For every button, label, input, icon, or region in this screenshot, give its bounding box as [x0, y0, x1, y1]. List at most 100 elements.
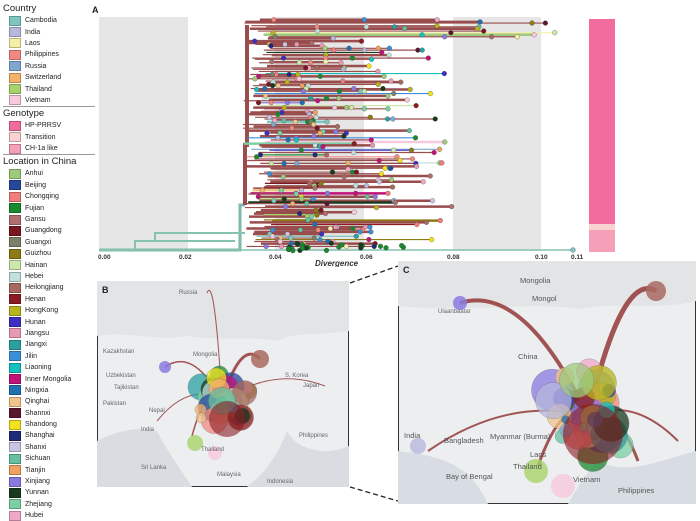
tree-tip	[336, 88, 342, 94]
tree-tip	[382, 165, 388, 171]
tree-tip	[317, 73, 323, 79]
legend-swatch	[9, 385, 21, 396]
legend-label: Jiangxi	[25, 341, 47, 349]
location-legend-item: Zhejiang	[3, 499, 95, 510]
tree-tip	[281, 55, 287, 61]
tree-tip	[353, 183, 359, 189]
tree-tip	[436, 146, 443, 152]
location-bubble	[551, 474, 575, 498]
tree-tip	[266, 114, 273, 120]
location-legend-item: Tianjin	[3, 464, 95, 476]
legend-swatch	[9, 419, 21, 430]
tree-tip	[349, 55, 355, 61]
map-label: Ulaanbaatar	[438, 309, 471, 315]
legend-label: Qinghai	[25, 398, 50, 406]
tree-tip	[312, 142, 318, 148]
tree-tip	[323, 59, 329, 65]
tree-tip	[432, 116, 438, 122]
tree-tip	[254, 154, 260, 160]
tree-tip	[284, 231, 291, 237]
location-legend-item: Liaoning	[3, 362, 95, 373]
tree-tip	[448, 30, 454, 36]
tree-tips	[252, 17, 576, 254]
country-legend-item: Laos	[3, 38, 95, 49]
tree-tip	[319, 231, 325, 237]
legend-swatch	[9, 317, 21, 328]
tree-tip	[294, 240, 300, 247]
legend-label: Inner Mongolia	[25, 375, 72, 383]
location-bubble	[208, 446, 222, 460]
tree-tip	[269, 71, 275, 78]
legend-swatch	[9, 351, 21, 362]
tree-tip	[284, 100, 290, 106]
tree-tip	[366, 63, 372, 69]
legend-swatch	[9, 38, 21, 49]
genotype-bar	[589, 19, 615, 252]
map-label: China	[518, 352, 538, 361]
legend-label: Guangdong	[25, 227, 62, 235]
map-label: Tajikistan	[114, 385, 139, 391]
tree-tip	[429, 198, 436, 204]
location-legend-item: Shanxi	[3, 442, 95, 453]
legend-swatch	[9, 487, 21, 498]
location-legend-item: Chongqing	[3, 191, 95, 202]
legend-swatch	[9, 339, 21, 350]
location-legend-item: Jilin	[3, 351, 95, 362]
tree-tip	[406, 128, 412, 134]
tree-tip	[363, 183, 370, 189]
tree-tip	[281, 105, 287, 111]
tree-tip	[339, 242, 345, 248]
tree-tip	[391, 91, 397, 97]
legend-swatch	[9, 282, 21, 293]
tree-tip	[414, 163, 420, 169]
tree-tip	[269, 233, 276, 239]
tree-tip	[270, 83, 276, 89]
tree-tip	[336, 95, 342, 101]
location-legend-item: Hunan	[3, 316, 95, 328]
legend-swatch	[9, 203, 21, 214]
legend-label: CH-1a like	[25, 145, 58, 153]
legend-label: HP-PRRSV	[25, 122, 62, 130]
map-label: India	[404, 431, 421, 440]
location-bubble	[453, 296, 467, 310]
legend-swatch	[9, 396, 21, 407]
tree-tip	[388, 165, 394, 171]
tree-tip	[398, 79, 404, 85]
map-c-sea-west	[398, 451, 488, 504]
legend-label: Liaoning	[25, 364, 52, 372]
tree-tip	[268, 43, 274, 49]
tree-tip	[442, 139, 448, 145]
tree-tip	[481, 28, 487, 34]
tree-tip	[351, 141, 357, 147]
legend-label: Hunan	[25, 318, 46, 326]
tree-tip	[324, 119, 330, 125]
tree-tip	[305, 217, 311, 223]
tree-tip	[385, 116, 391, 122]
tree-tip	[256, 73, 262, 79]
legend-label: Heilongjiang	[25, 284, 64, 292]
tree-tip	[254, 86, 260, 93]
connector-line	[349, 265, 399, 284]
tree-tip	[441, 71, 447, 77]
tree-tip	[378, 171, 384, 177]
country-legend-item: Thailand	[3, 83, 95, 95]
tree-tip	[388, 78, 394, 84]
tree-tip	[341, 174, 347, 180]
tree-tip	[333, 224, 339, 230]
tree-tip	[282, 41, 288, 47]
legend-label: Hebei	[25, 273, 44, 280]
legend-label: HongKong	[25, 307, 59, 315]
tick-label: 0.11	[571, 254, 584, 261]
tree-tip	[420, 179, 426, 185]
legend-label: Beijing	[25, 181, 47, 189]
map-b-sea-west	[97, 429, 192, 487]
location-bubble	[251, 350, 269, 368]
tree-tip	[375, 81, 381, 87]
tree-tip	[314, 24, 320, 30]
tree-tip	[281, 118, 287, 124]
tree-tip	[324, 95, 330, 101]
legend-swatch	[9, 453, 21, 464]
tree-tip	[317, 130, 323, 136]
legend-label: Guangxi	[25, 238, 52, 246]
legend-label: Chongqing	[25, 193, 59, 201]
